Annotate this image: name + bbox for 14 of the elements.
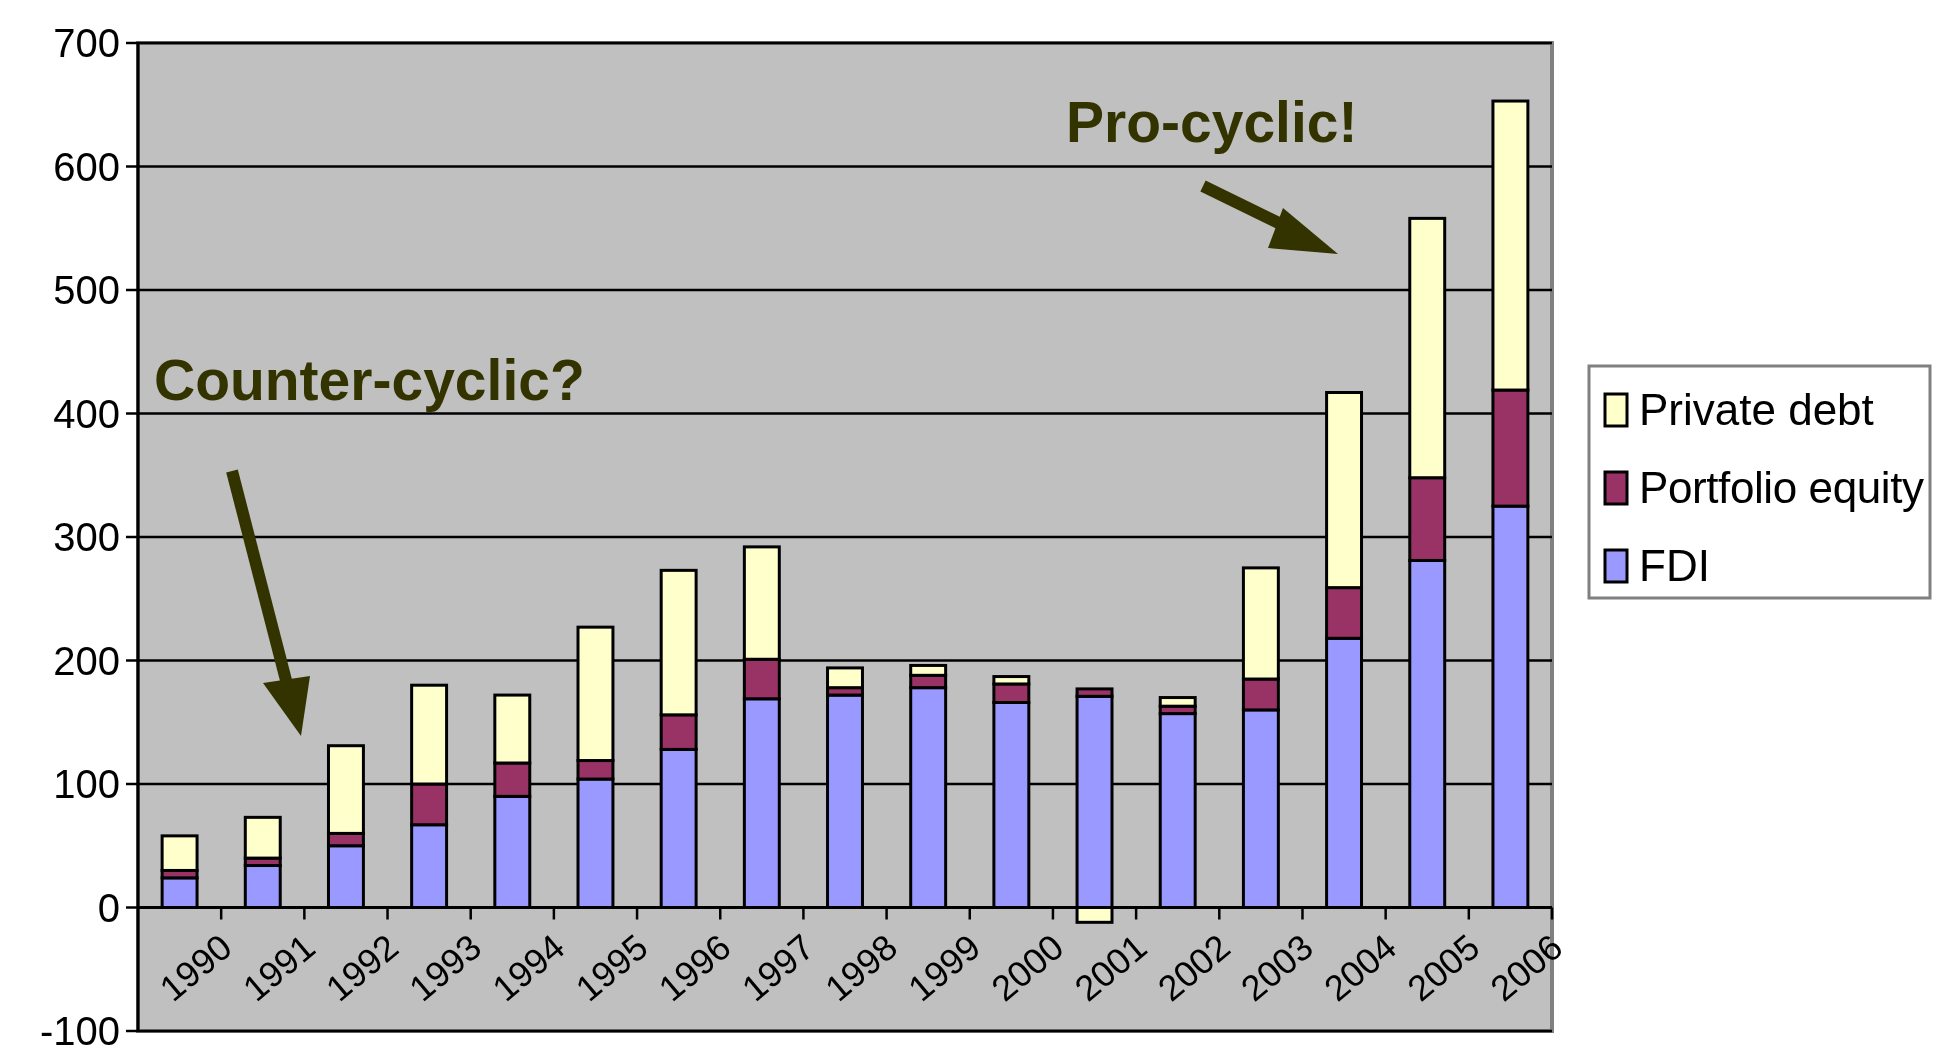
- annotation: Counter-cyclic?: [154, 348, 585, 412]
- y-tick-label: 0: [97, 885, 120, 930]
- legend-label: Portfolio equity: [1639, 463, 1924, 513]
- y-tick-label: 100: [53, 762, 120, 806]
- y-tick-label: -100: [39, 1009, 120, 1053]
- y-tick-label: 400: [53, 391, 120, 436]
- y-tick-label: 500: [53, 268, 120, 312]
- annotation: Pro-cyclic!: [1066, 90, 1358, 154]
- y-tick-label: 300: [53, 515, 120, 559]
- y-tick-label: 200: [53, 638, 120, 683]
- y-tick-label: 600: [53, 144, 120, 189]
- legend-label: FDI: [1639, 541, 1710, 591]
- y-tick-label: 700: [53, 21, 120, 65]
- legend-label: Private debt: [1639, 385, 1874, 435]
